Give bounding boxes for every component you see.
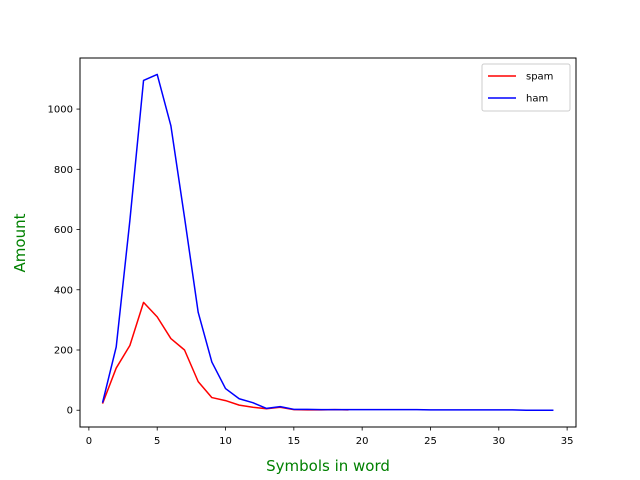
y-tick-label: 200 — [54, 345, 73, 356]
x-axis: 0 5 10 15 20 25 30 35 — [86, 427, 574, 447]
x-tick-label: 0 — [86, 436, 92, 447]
x-tick-label: 35 — [561, 436, 574, 447]
legend: spam ham — [481, 63, 571, 112]
x-tick-label: 10 — [219, 436, 232, 447]
y-tick-label: 0 — [67, 406, 73, 417]
plot-frame — [79, 57, 577, 428]
x-tick-label: 5 — [154, 436, 160, 447]
series-line-ham — [101, 73, 554, 411]
legend-label-ham: ham — [526, 94, 548, 105]
x-tick-label: 20 — [356, 436, 369, 447]
y-tick-label: 800 — [54, 165, 73, 176]
y-axis-label: Amount — [11, 213, 29, 272]
x-axis-label: Symbols in word — [266, 457, 390, 475]
y-tick-label: 600 — [54, 225, 73, 236]
x-tick-label: 30 — [492, 436, 505, 447]
x-tick-label: 25 — [424, 436, 437, 447]
y-tick-label: 400 — [54, 285, 73, 296]
series-layer — [101, 73, 554, 411]
y-axis: 0 200 400 600 800 1000 — [48, 105, 80, 417]
legend-label-spam: spam — [526, 72, 553, 83]
y-tick-label: 1000 — [48, 105, 73, 116]
x-tick-label: 15 — [287, 436, 300, 447]
